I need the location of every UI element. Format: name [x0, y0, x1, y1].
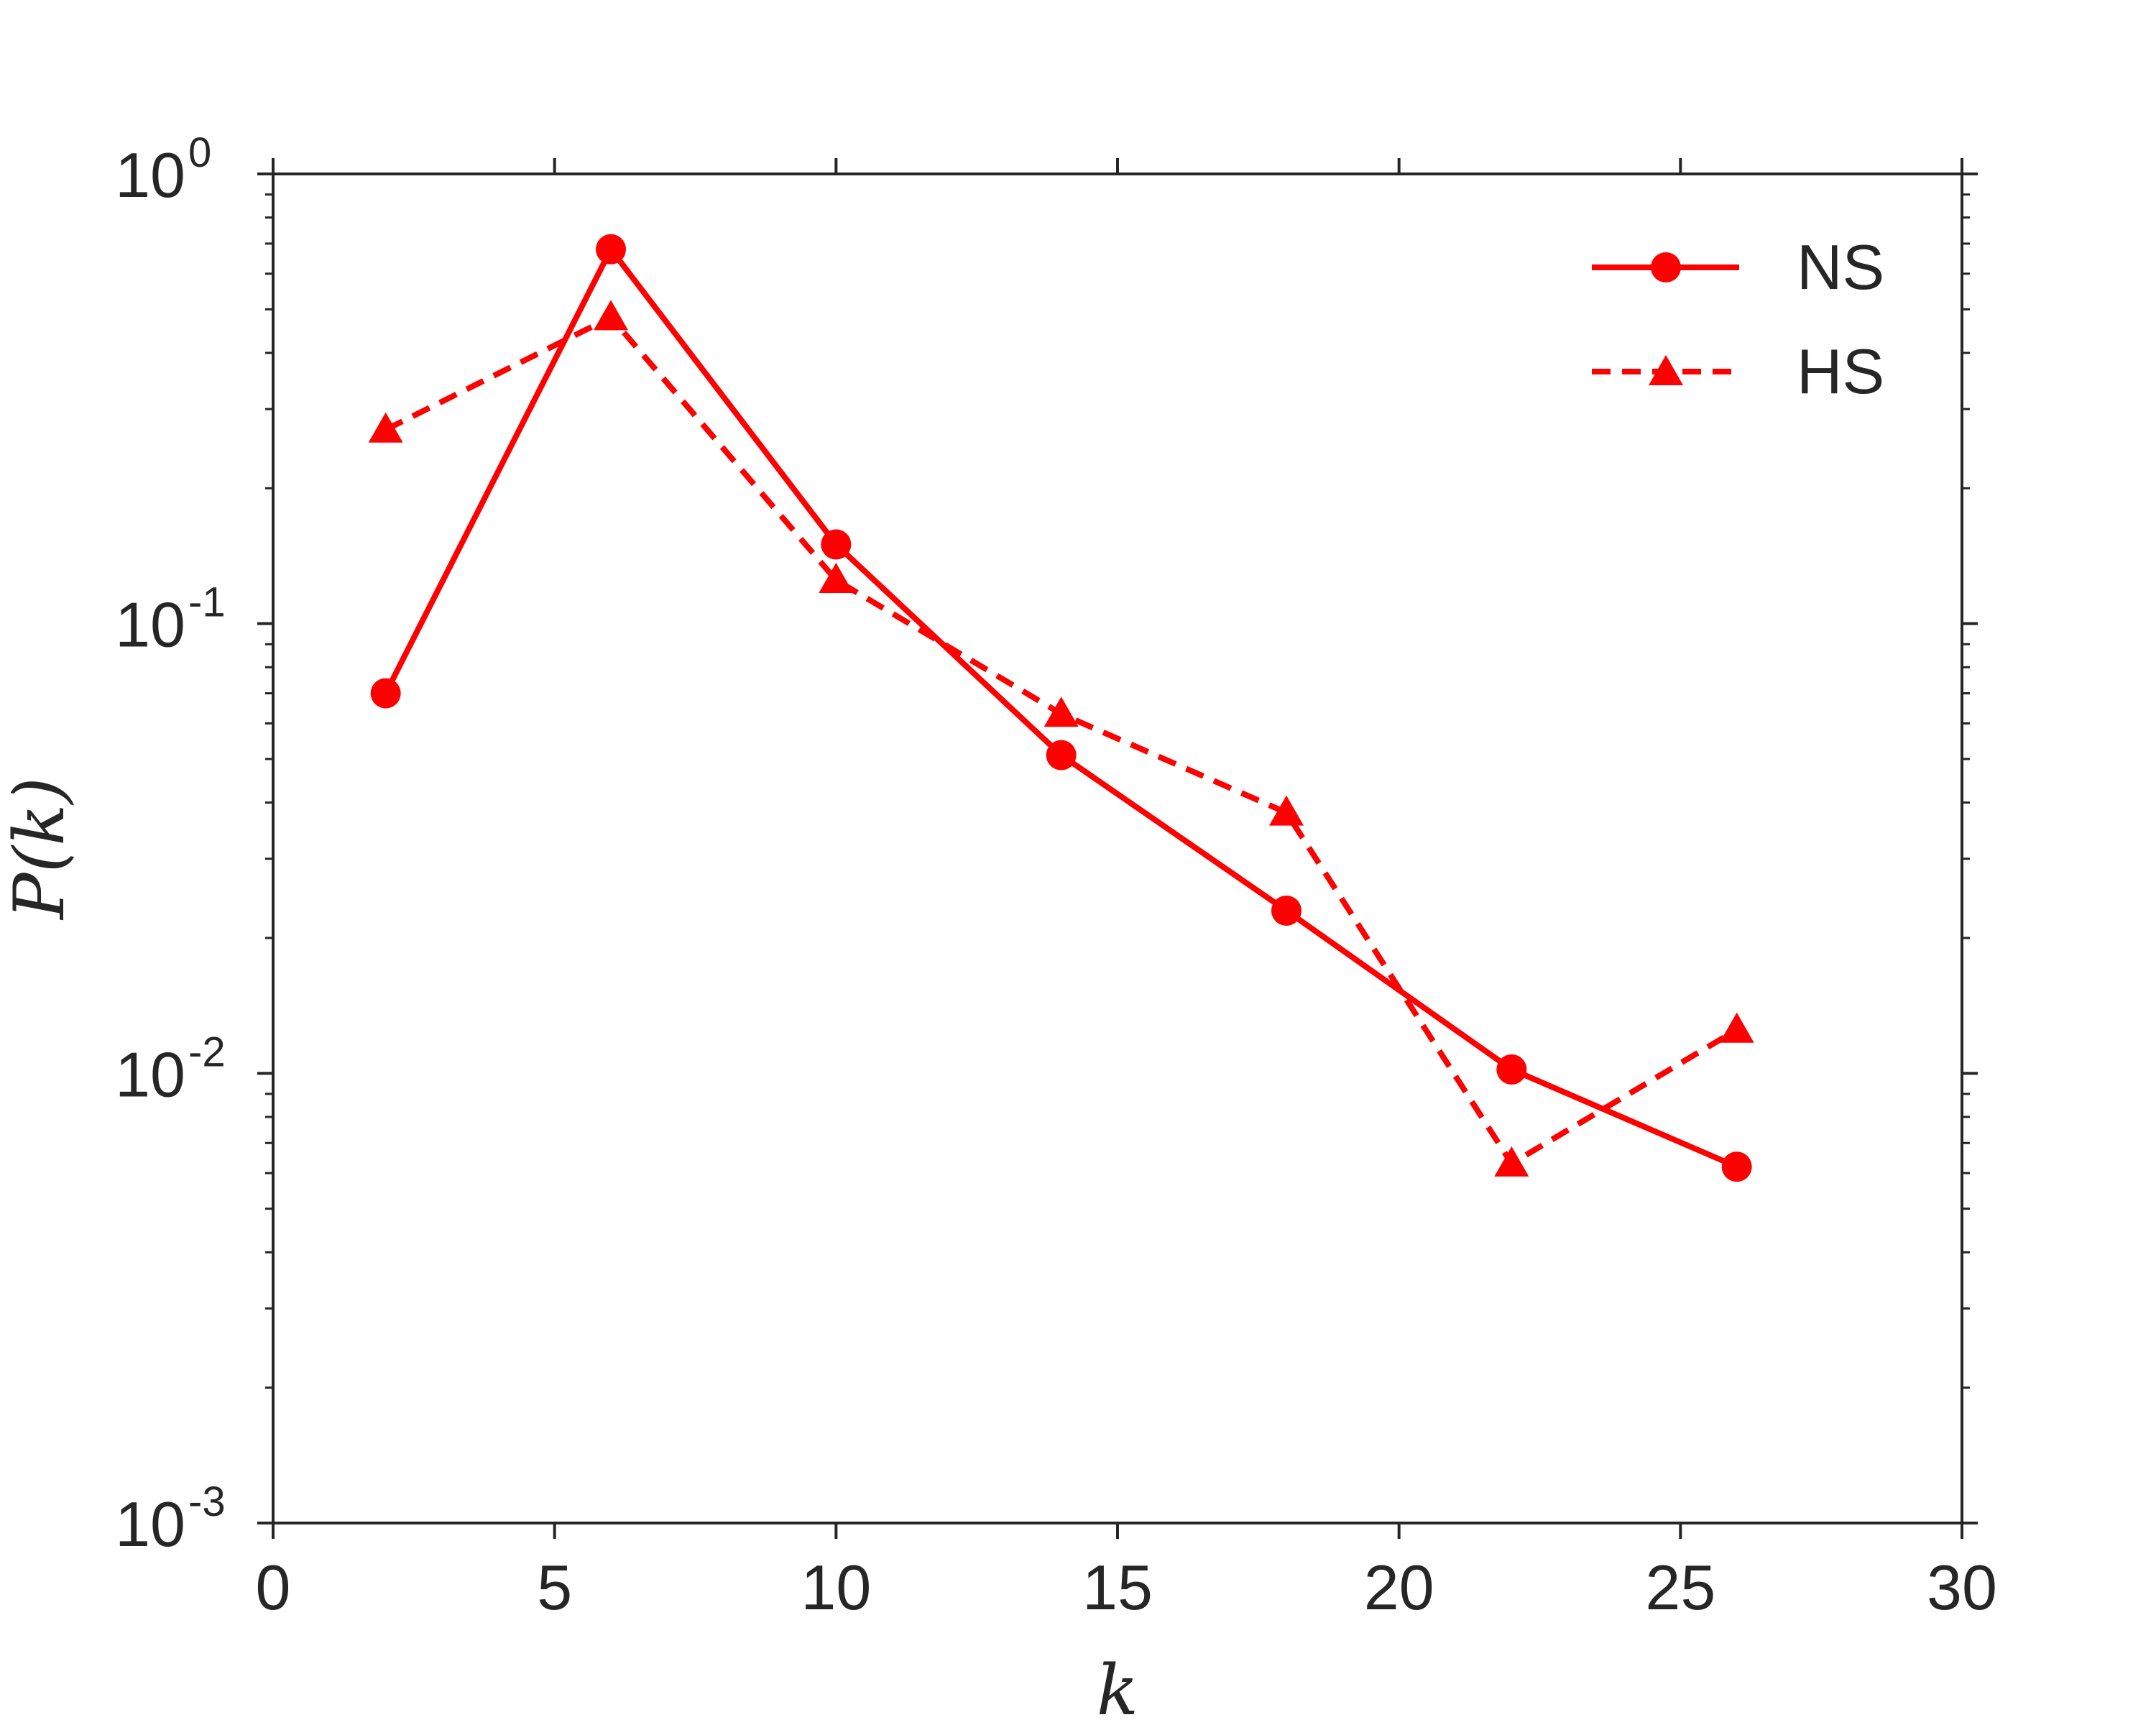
x-tick-label: 30 — [1927, 1552, 1997, 1623]
y-tick-exponent: -2 — [188, 1029, 226, 1075]
minor-ticks — [265, 193, 1970, 1389]
data-point-hs — [1044, 696, 1079, 727]
series-layer — [368, 234, 1754, 1182]
x-tick-label: 5 — [537, 1552, 572, 1623]
data-point-ns — [370, 678, 401, 709]
x-tick-label: 10 — [801, 1552, 871, 1623]
data-point-hs — [368, 412, 403, 443]
plot-area — [272, 172, 1963, 1524]
y-tick-label: 10 — [115, 589, 185, 661]
y-tick-label: 10 — [115, 1039, 185, 1110]
x-tick-label: 0 — [256, 1552, 291, 1623]
data-point-hs — [594, 300, 628, 331]
data-point-ns — [596, 234, 626, 264]
data-point-ns — [1721, 1151, 1752, 1182]
data-point-hs — [1269, 795, 1304, 826]
y-tick-exponent: -1 — [188, 579, 226, 626]
x-tick-label: 20 — [1364, 1552, 1434, 1623]
y-tick-exponent: -3 — [188, 1478, 226, 1525]
data-point-hs — [819, 563, 854, 594]
x-tick-label: 15 — [1082, 1552, 1153, 1623]
legend-label-hs: HS — [1797, 336, 1884, 407]
y-tick-label: 10 — [115, 1489, 185, 1560]
legend: NS HS — [1592, 231, 1884, 407]
data-point-hs — [1719, 1012, 1754, 1043]
x-axis-label: k — [1097, 1650, 1138, 1725]
y-tick-exponent: 0 — [188, 129, 211, 176]
legend-label-ns: NS — [1797, 231, 1884, 303]
legend-marker-hs — [1649, 355, 1683, 385]
x-tick-label: 25 — [1645, 1552, 1715, 1623]
x-axis: 0 5 10 15 20 25 30 — [256, 158, 1997, 1623]
data-point-hs — [1494, 1146, 1529, 1177]
data-point-ns — [1496, 1054, 1527, 1085]
y-axis-label: P(k) — [0, 777, 80, 921]
y-tick-label: 10 — [115, 139, 185, 211]
data-point-ns — [1046, 740, 1077, 770]
data-point-ns — [1271, 896, 1302, 926]
legend-marker-ns — [1651, 252, 1681, 282]
data-point-ns — [821, 529, 852, 560]
